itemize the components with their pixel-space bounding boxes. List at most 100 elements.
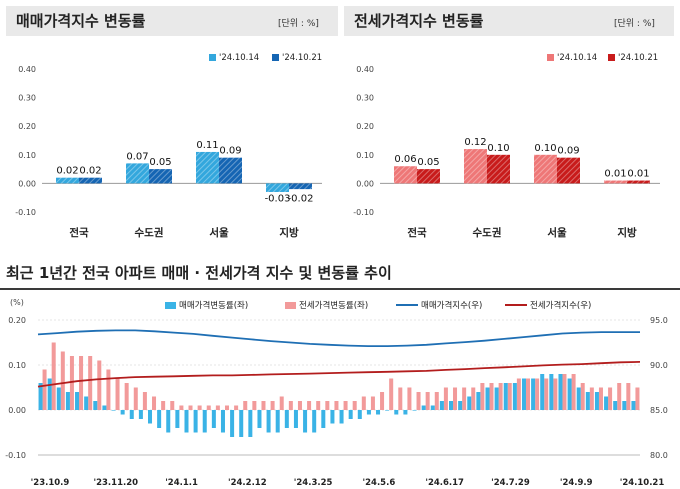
- jeonse-rate-bar: [252, 401, 257, 410]
- category-label: 지방: [279, 226, 299, 239]
- jeonse-rate-bar: [197, 405, 202, 410]
- data-label: 0.09: [219, 146, 241, 157]
- jeonse-rate-bar: [106, 369, 111, 410]
- jeonse-rate-bar: [142, 392, 147, 410]
- bar: [219, 157, 242, 184]
- jeonse-rate-bar: [352, 401, 357, 410]
- sales-rate-bar: [467, 396, 472, 410]
- jeonse-rate-bar: [243, 401, 248, 410]
- bar: [266, 183, 289, 192]
- category-label: 서울: [209, 226, 229, 239]
- sales-rate-bar: [75, 392, 80, 410]
- trend-section-rule: [0, 288, 680, 290]
- jeonse-rate-bar: [507, 383, 512, 410]
- jeonse-rate-bar: [553, 378, 558, 410]
- jeonse-rate-bar: [334, 401, 339, 410]
- x-tick-label: '24.9.9: [560, 478, 593, 488]
- bar: [487, 154, 510, 184]
- y-right-tick-label: 85.0: [650, 406, 668, 415]
- bar: [464, 149, 487, 184]
- sales-rate-bar: [330, 410, 335, 424]
- data-label: 0.10: [487, 143, 509, 154]
- jeonse-rate-bar: [224, 405, 229, 410]
- sales-rate-bar: [494, 387, 499, 410]
- jeonse-rate-bar: [434, 392, 439, 410]
- jeonse-rate-bar: [489, 383, 494, 410]
- sales-panel-unit: [단위 : %]: [278, 19, 319, 29]
- legend-label: 매매가격지수(우): [421, 301, 483, 311]
- y-tick-label: 0.40: [356, 65, 374, 74]
- sales-rate-bar: [385, 410, 390, 411]
- sales-rate-bar: [531, 378, 536, 410]
- jeonse-rate-bar: [343, 401, 348, 410]
- jeonse-rate-bar: [544, 378, 549, 410]
- jeonse-rate-bar: [407, 387, 412, 410]
- jeonse-rate-bar: [525, 378, 530, 410]
- sales-rate-bar: [38, 383, 43, 410]
- jeonse-legend-item-2: '24.10.21: [608, 53, 658, 63]
- y-tick-label: 0.00: [356, 179, 374, 188]
- data-label: 0.02: [56, 166, 78, 177]
- trend-legend-sales-index: 매매가격지수(우): [396, 299, 482, 311]
- legend-label: 매매가격변동률(좌): [179, 301, 249, 311]
- bar: [394, 166, 417, 184]
- category-label: 지방: [617, 226, 637, 239]
- data-label: 0.05: [149, 157, 171, 168]
- jeonse-rate-bar: [270, 401, 275, 410]
- category-label: 수도권: [135, 227, 164, 239]
- sales-rate-bar: [604, 396, 609, 410]
- jeonse-rate-bar: [516, 378, 521, 410]
- y-tick-label: 0.20: [356, 122, 374, 131]
- data-label: 0.11: [196, 140, 218, 151]
- jeonse-rate-bar: [498, 383, 503, 410]
- sales-rate-bar: [485, 387, 490, 410]
- legend-label: 전세가격변동률(좌): [299, 301, 369, 311]
- legend-swatch: [165, 302, 176, 309]
- sales-rate-bar: [193, 410, 198, 433]
- jeonse-rate-bar: [571, 374, 576, 410]
- sales-panel-title: 매매가격지수 변동률: [6, 6, 338, 36]
- jeonse-rate-bar: [206, 405, 211, 410]
- jeonse-rate-bar: [635, 387, 640, 410]
- sales-rate-bar: [357, 410, 362, 419]
- jeonse-index-line: [37, 361, 641, 388]
- sales-rate-bar: [321, 410, 326, 428]
- jeonse-rate-bar: [179, 405, 184, 410]
- data-label: 0.09: [557, 146, 579, 157]
- trend-legend-sales-rate: 매매가격변동률(좌): [165, 299, 248, 311]
- jeonse-rate-bar: [462, 387, 467, 410]
- jeonse-rate-bar: [325, 401, 330, 410]
- bar: [196, 151, 219, 184]
- jeonse-rate-bar: [97, 360, 102, 410]
- jeonse-rate-bar: [608, 387, 613, 410]
- sales-rate-bar: [102, 405, 107, 410]
- x-tick-label: '23.10.9: [31, 478, 70, 488]
- sales-rate-bar: [303, 410, 308, 433]
- y-left-tick-label: 0.10: [8, 361, 26, 370]
- y-left-tick-label: -0.10: [5, 451, 26, 460]
- y-left-tick-label: 0.00: [8, 406, 26, 415]
- jeonse-rate-bar: [425, 392, 430, 410]
- jeonse-rate-bar: [471, 387, 476, 410]
- y-tick-label: 0.20: [18, 122, 36, 131]
- bar: [79, 177, 102, 184]
- jeonse-rate-bar: [188, 405, 193, 410]
- sales-rate-bar: [175, 410, 180, 428]
- sales-legend-item-2: '24.10.21: [272, 53, 322, 63]
- y-tick-label: 0.40: [18, 65, 36, 74]
- sales-rate-bar: [512, 383, 517, 410]
- sales-rate-bar: [56, 387, 61, 410]
- left-axis-unit: (%): [10, 298, 24, 307]
- sales-rate-bar: [458, 401, 463, 410]
- jeonse-rate-bar: [398, 387, 403, 410]
- jeonse-rate-bar: [60, 351, 65, 410]
- jeonse-rate-bar: [279, 396, 284, 410]
- jeonse-rate-bar: [51, 342, 56, 410]
- category-label: 전국: [69, 226, 89, 239]
- sales-rate-bar: [65, 392, 70, 410]
- y-left-tick-label: 0.20: [8, 316, 26, 325]
- sales-rate-bar: [421, 405, 426, 410]
- jeonse-rate-bar: [234, 405, 239, 410]
- y-tick-label: 0.30: [18, 94, 36, 103]
- sales-rate-bar: [339, 410, 344, 424]
